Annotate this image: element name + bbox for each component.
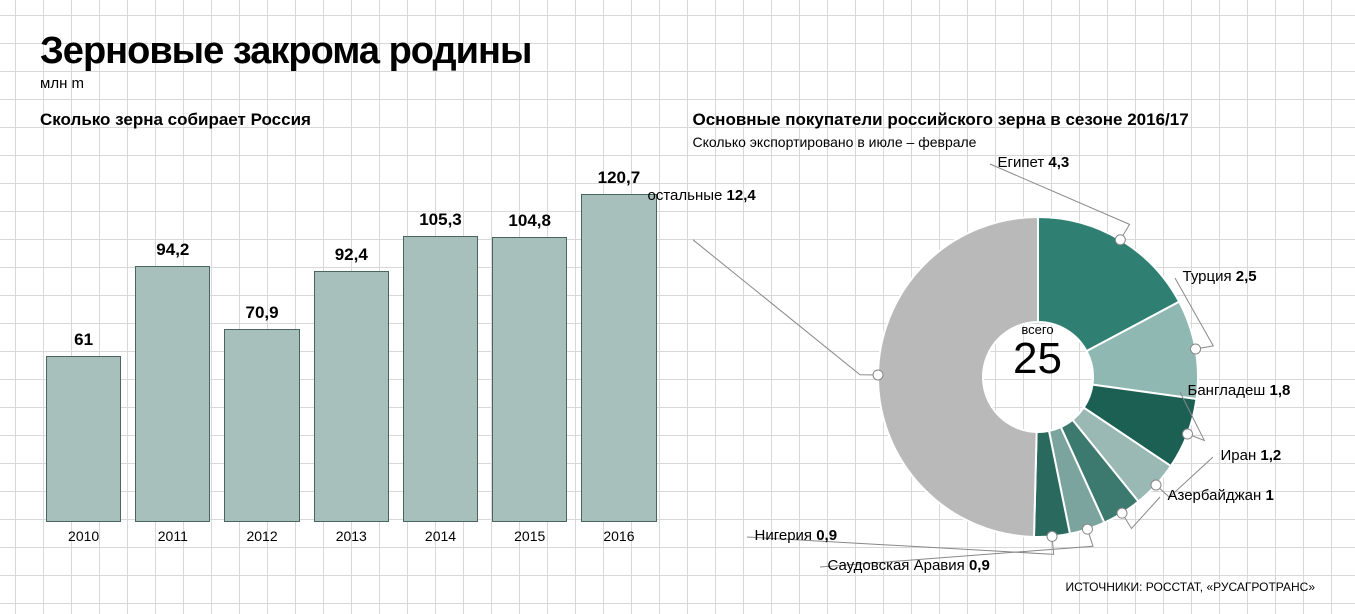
bar-item: 94,2 2011 <box>135 240 210 544</box>
bar-value-label: 104,8 <box>508 211 551 231</box>
callout-label: Египет <box>998 154 1045 171</box>
bar-rect <box>135 266 210 522</box>
callout-value: 0,9 <box>969 557 990 574</box>
bar-value-label: 92,4 <box>335 245 368 265</box>
bar-category-label: 2010 <box>68 528 99 544</box>
donut-chart-title: Основные покупатели российского зерна в … <box>693 110 1316 130</box>
bar-category-label: 2012 <box>246 528 277 544</box>
donut-callout: Нигерия 0,9 <box>755 527 838 544</box>
bar-rect <box>314 271 389 522</box>
donut-chart-panel: Основные покупатели российского зерна в … <box>693 110 1316 582</box>
donut-chart-area: всего 25 Египет 4,3Турция 2,5Бангладеш 1… <box>693 162 1316 582</box>
callout-value: 12,4 <box>727 187 756 204</box>
donut-center-value: 25 <box>998 337 1078 381</box>
donut-callout: Иран 1,2 <box>1221 447 1282 464</box>
bar-category-label: 2013 <box>336 528 367 544</box>
bar-item: 61 2010 <box>46 330 121 544</box>
bar-item: 105,3 2014 <box>403 210 478 544</box>
bar-rect <box>224 329 299 522</box>
bar-value-label: 61 <box>74 330 93 350</box>
bar-rect <box>403 236 478 522</box>
bar-value-label: 120,7 <box>598 168 641 188</box>
bar-category-label: 2011 <box>158 528 188 544</box>
main-title: Зерновые закрома родины <box>40 30 1315 73</box>
donut-callout: Турция 2,5 <box>1183 268 1257 285</box>
source-label: ИСТОЧНИКИ: РОССТАТ, «РУСАГРОТРАНС» <box>1065 580 1315 594</box>
unit-label: млн m <box>40 75 1315 92</box>
bar-category-label: 2015 <box>514 528 545 544</box>
bar-item: 120,7 2016 <box>581 168 656 544</box>
callout-label: Турция <box>1183 268 1232 285</box>
callout-label: остальные <box>648 187 723 204</box>
donut-callout: Азербайджан 1 <box>1168 487 1274 504</box>
callout-label: Иран <box>1221 447 1257 464</box>
bar-category-label: 2016 <box>603 528 634 544</box>
bar-item: 70,9 2012 <box>224 303 299 544</box>
callout-value: 1,8 <box>1270 382 1291 399</box>
donut-center: всего 25 <box>998 322 1078 381</box>
callout-value: 1 <box>1265 487 1273 504</box>
donut-callout: Саудовская Аравия 0,9 <box>828 557 990 574</box>
callout-label: Саудовская Аравия <box>828 557 965 574</box>
bar-rect <box>581 194 656 522</box>
callout-value: 4,3 <box>1048 154 1069 171</box>
donut-callout: остальные 12,4 <box>648 187 756 204</box>
callout-label: Нигерия <box>755 527 813 544</box>
callout-label: Азербайджан <box>1168 487 1262 504</box>
bar-item: 104,8 2015 <box>492 211 567 544</box>
donut-callout: Египет 4,3 <box>998 154 1070 171</box>
bar-value-label: 70,9 <box>246 303 279 323</box>
callout-value: 2,5 <box>1236 268 1257 285</box>
bar-value-label: 105,3 <box>419 210 462 230</box>
donut-callout: Бангладеш 1,8 <box>1188 382 1291 399</box>
callout-label: Бангладеш <box>1188 382 1266 399</box>
bar-rect <box>492 237 567 522</box>
bar-item: 92,4 2013 <box>314 245 389 544</box>
bar-chart-panel: Сколько зерна собирает Россия 61 2010 94,2… <box>40 110 663 582</box>
callout-value: 1,2 <box>1260 447 1281 464</box>
callout-value: 0,9 <box>816 527 837 544</box>
donut-chart-subtitle: Сколько экспортировано в июле – феврале <box>693 134 1316 150</box>
bar-category-label: 2014 <box>425 528 456 544</box>
bar-value-label: 94,2 <box>156 240 189 260</box>
bar-rect <box>46 356 121 522</box>
bar-chart-title: Сколько зерна собирает Россия <box>40 110 663 130</box>
bar-chart-area: 61201094,2201170,9201292,42013105,320141… <box>40 134 663 544</box>
